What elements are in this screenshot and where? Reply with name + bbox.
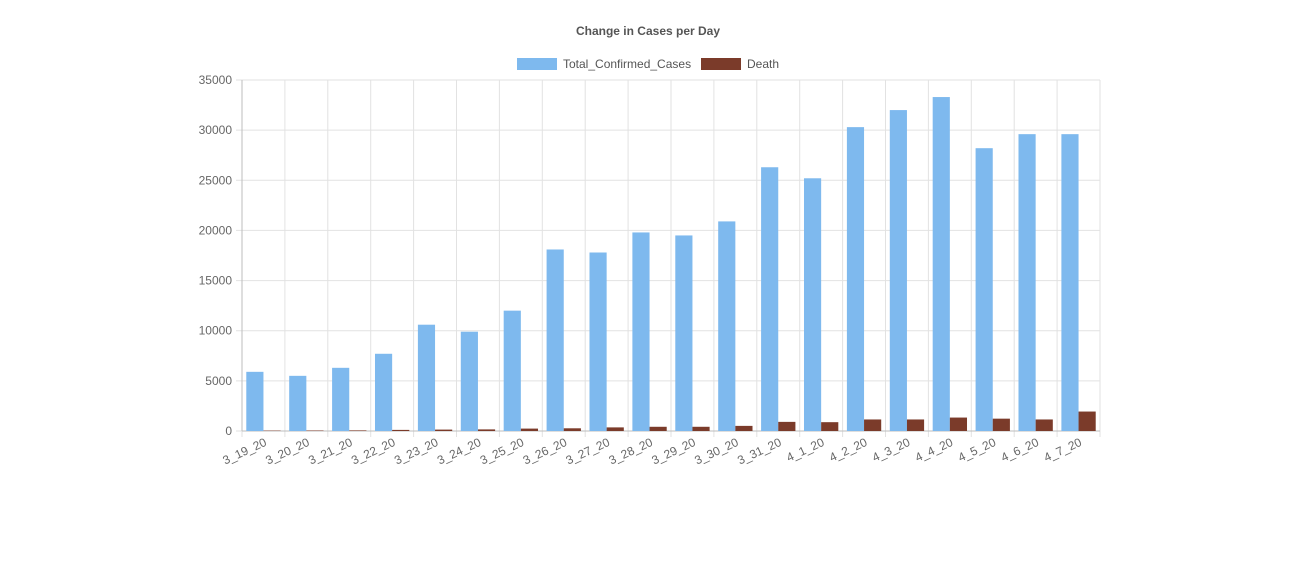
bar-confirmed[interactable]: [675, 235, 692, 431]
bar-confirmed[interactable]: [418, 325, 435, 431]
legend-item-confirmed[interactable]: Total_Confirmed_Cases: [517, 57, 691, 71]
bar-confirmed[interactable]: [504, 311, 521, 431]
bar-confirmed[interactable]: [289, 376, 306, 431]
bar-death[interactable]: [735, 426, 752, 431]
bar-death[interactable]: [907, 419, 924, 431]
x-tick-label: 4_7_20: [1042, 435, 1085, 465]
x-tick-label: 3_25_20: [478, 435, 527, 468]
bar-confirmed[interactable]: [1018, 134, 1035, 431]
y-axis: 0 5000 10000 15000 20000 25000 30000 35000: [199, 73, 242, 438]
x-tick-label: 3_22_20: [349, 435, 398, 468]
y-tick-label: 0: [225, 424, 232, 438]
bar-confirmed[interactable]: [332, 368, 349, 431]
bar-death[interactable]: [478, 429, 495, 431]
bar-death[interactable]: [349, 430, 366, 431]
bar-confirmed[interactable]: [461, 332, 478, 431]
grid-lines: [236, 80, 1100, 437]
x-tick-label: 3_24_20: [435, 435, 484, 468]
legend-label-death: Death: [747, 57, 779, 71]
bar-confirmed[interactable]: [375, 354, 392, 431]
x-tick-label: 3_28_20: [607, 435, 656, 468]
bar-death[interactable]: [564, 428, 581, 431]
legend-swatch-confirmed: [517, 58, 557, 70]
x-tick-label: 4_4_20: [913, 435, 956, 465]
bar-death[interactable]: [306, 430, 323, 431]
x-tick-label: 4_3_20: [870, 435, 913, 465]
bar-death[interactable]: [521, 429, 538, 431]
legend-swatch-death: [701, 58, 741, 70]
legend-item-death[interactable]: Death: [701, 57, 779, 71]
bar-confirmed[interactable]: [718, 221, 735, 431]
bar-confirmed[interactable]: [890, 110, 907, 431]
x-tick-label: 3_31_20: [735, 435, 784, 468]
x-tick-label: 3_20_20: [263, 435, 312, 468]
y-tick-label: 20000: [199, 223, 233, 237]
bar-death[interactable]: [821, 422, 838, 431]
bar-confirmed[interactable]: [547, 249, 564, 431]
bar-death[interactable]: [1036, 419, 1053, 431]
bar-death[interactable]: [778, 422, 795, 431]
bar-death[interactable]: [864, 419, 881, 431]
bar-death[interactable]: [607, 427, 624, 431]
bar-death[interactable]: [650, 427, 667, 431]
x-tick-label: 3_21_20: [306, 435, 355, 468]
x-tick-label: 3_26_20: [521, 435, 570, 468]
bar-death[interactable]: [1079, 412, 1096, 431]
legend: Total_Confirmed_Cases Death: [517, 57, 779, 71]
x-tick-label: 4_5_20: [956, 435, 999, 465]
x-tick-label: 4_1_20: [784, 435, 827, 465]
y-tick-label: 25000: [199, 173, 233, 187]
bar-death[interactable]: [392, 430, 409, 431]
x-tick-label: 3_29_20: [649, 435, 698, 468]
bar-death[interactable]: [993, 419, 1010, 431]
y-tick-label: 35000: [199, 73, 233, 87]
bar-confirmed[interactable]: [761, 167, 778, 431]
y-tick-label: 5000: [205, 374, 232, 388]
bar-confirmed[interactable]: [1061, 134, 1078, 431]
legend-label-confirmed: Total_Confirmed_Cases: [563, 57, 691, 71]
bar-confirmed[interactable]: [246, 372, 263, 431]
bar-death[interactable]: [950, 418, 967, 431]
chart-title: Change in Cases per Day: [576, 24, 720, 38]
x-tick-label: 4_6_20: [999, 435, 1042, 465]
bar-confirmed[interactable]: [847, 127, 864, 431]
x-tick-label: 3_19_20: [220, 435, 269, 468]
y-tick-label: 10000: [199, 324, 233, 338]
x-tick-label: 3_30_20: [692, 435, 741, 468]
x-tick-label: 3_23_20: [392, 435, 441, 468]
bar-death[interactable]: [692, 427, 709, 431]
y-tick-label: 30000: [199, 123, 233, 137]
bar-confirmed[interactable]: [976, 148, 993, 431]
bar-confirmed[interactable]: [933, 97, 950, 431]
bar-confirmed[interactable]: [804, 178, 821, 431]
bar-confirmed[interactable]: [632, 232, 649, 431]
bar-confirmed[interactable]: [589, 252, 606, 431]
x-axis: 3_19_203_20_203_21_203_22_203_23_203_24_…: [220, 431, 1100, 467]
y-tick-label: 15000: [199, 274, 233, 288]
bar-death[interactable]: [435, 430, 452, 431]
x-tick-label: 4_2_20: [827, 435, 870, 465]
x-tick-label: 3_27_20: [564, 435, 613, 468]
